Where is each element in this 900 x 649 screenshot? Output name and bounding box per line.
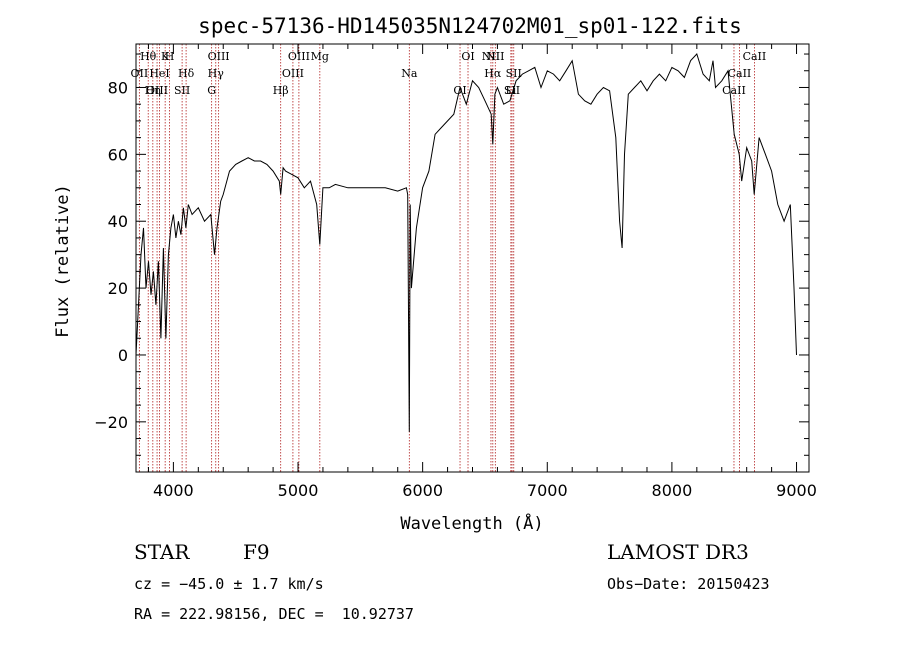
line-marker-label: NII [482,50,500,63]
line-marker-label: Hθ [140,50,157,63]
observation-date: Obs−Date: 20150423 [607,575,770,593]
y-axis-label: Flux (relative) [53,184,73,338]
line-marker-label: Hδ [178,67,195,80]
line-marker-label: SII [506,67,522,80]
x-tick-label: 5000 [278,481,319,500]
line-marker-label: Mg [311,50,329,63]
line-marker-label: Hγ [208,67,225,80]
line-marker-label: CaII [743,50,767,63]
line-marker-label: OIII [288,50,310,63]
survey-name: LAMOST DR3 [607,540,749,564]
line-marker-label: OIII [146,84,168,97]
line-marker-label: H [165,50,175,63]
y-tick-label: 20 [108,279,128,298]
chart-title: spec-57136-HD145035N124702M01_sp01-122.f… [198,14,742,38]
spectral-subclass: F9 [243,540,270,564]
line-marker-label: Na [401,67,418,80]
line-marker-label: NII [486,50,504,63]
line-marker-label: OI [453,84,466,97]
y-tick-label: 60 [108,145,128,164]
spectrum-line [135,53,797,432]
redshift-cz: cz = −45.0 ± 1.7 km/s [134,575,324,593]
plot-frame [135,43,810,473]
line-marker-label: OII [131,67,149,80]
coordinates: RA = 222.98156, DEC = 10.92737 [134,605,414,623]
line-marker-label: OIII [208,50,230,63]
x-tick-label: 8000 [652,481,693,500]
y-tick-label: −20 [94,413,128,432]
line-marker-label: HeI [149,67,169,80]
y-tick-label: 40 [108,212,128,231]
object-type: STAR [134,540,190,564]
x-tick-label: 6000 [402,481,443,500]
x-tick-label: 4000 [153,481,194,500]
line-marker-label: OI [461,50,474,63]
y-tick-label: 0 [118,346,128,365]
line-marker-label: SII [504,84,520,97]
line-marker-label: CaII [722,84,746,97]
x-tick-label: 9000 [776,481,817,500]
x-tick-label: 7000 [527,481,568,500]
line-marker-label: SII [174,84,190,97]
line-marker-label: Hη [145,84,161,97]
x-axis-label: Wavelength (Å) [400,512,543,534]
line-marker-label: CaII [728,67,752,80]
line-marker-label: Hα [484,67,502,80]
line-marker-label: OIII [282,67,304,80]
line-marker-label: G [207,84,216,97]
line-marker-label: Hβ [273,84,289,97]
line-marker-label: Li [505,84,516,97]
y-tick-label: 80 [108,78,128,97]
line-marker-label: K [161,50,170,63]
